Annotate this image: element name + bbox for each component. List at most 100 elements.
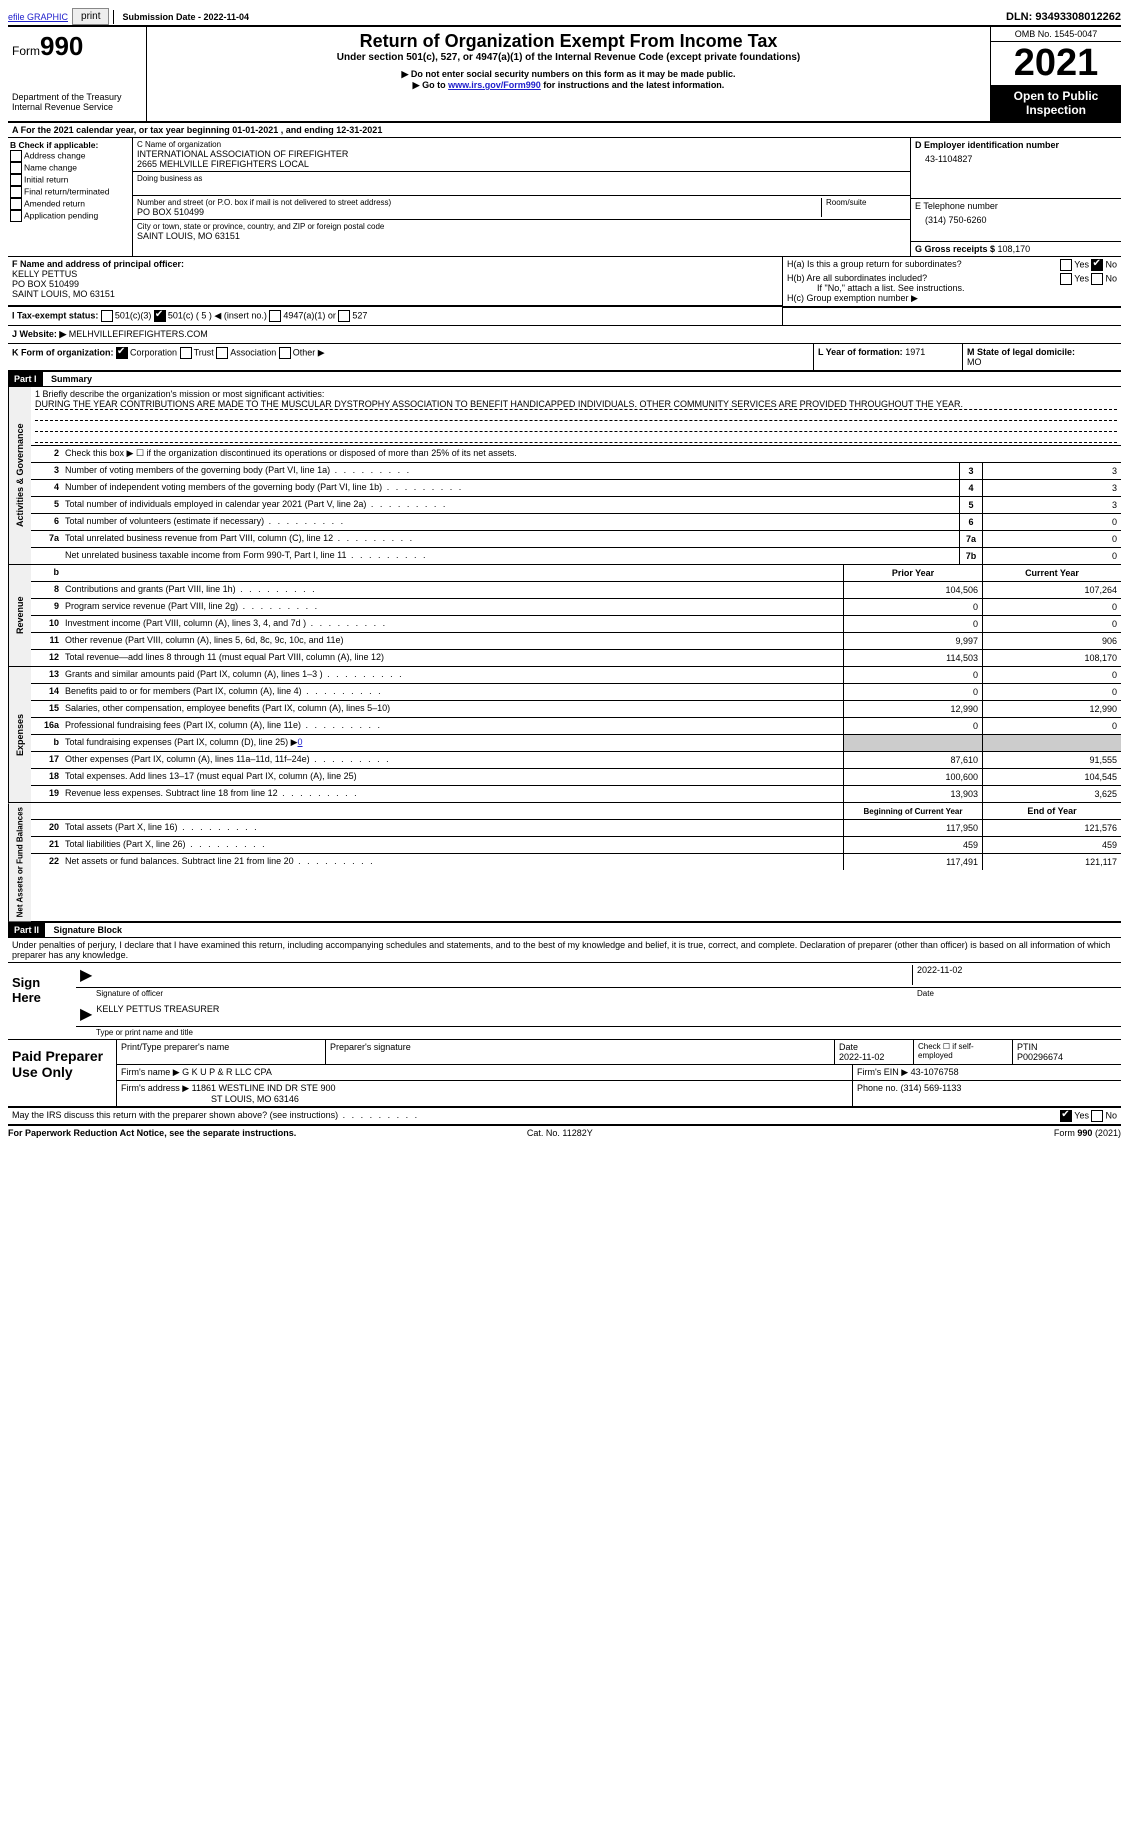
irs-link[interactable]: www.irs.gov/Form990: [448, 80, 541, 90]
checked-icon[interactable]: [1091, 259, 1103, 271]
line-20: Total assets (Part X, line 16): [63, 820, 843, 836]
val-7b: 0: [982, 548, 1121, 564]
checkbox-icon[interactable]: [1091, 273, 1103, 285]
amended-label: Amended return: [24, 198, 85, 208]
cur-16a: 0: [982, 718, 1121, 734]
room-label: Room/suite: [826, 198, 906, 207]
section-fh: F Name and address of principal officer:…: [8, 257, 1121, 307]
checkbox-icon[interactable]: [216, 347, 228, 359]
gross-receipts: 108,170: [998, 244, 1031, 254]
checkbox-icon[interactable]: [180, 347, 192, 359]
part2-header-row: Part II Signature Block: [8, 923, 1121, 938]
vtab-activities: Activities & Governance: [8, 387, 31, 564]
line-16b-val[interactable]: 0: [298, 737, 303, 747]
prev-12: 114,503: [843, 650, 982, 666]
vtab-revenue: Revenue: [8, 565, 31, 666]
line-22: Net assets or fund balances. Subtract li…: [63, 854, 843, 870]
prev-13: 0: [843, 667, 982, 683]
cur-17: 91,555: [982, 752, 1121, 768]
dln-number: DLN: 93493308012262: [1006, 11, 1121, 23]
row-i: I Tax-exempt status: 501(c)(3) 501(c) ( …: [8, 307, 782, 325]
line-13: Grants and similar amounts paid (Part IX…: [63, 667, 843, 683]
hb-row: H(b) Are all subordinates included? Yes …: [787, 273, 1117, 283]
cur-18: 104,545: [982, 769, 1121, 785]
prev-16a: 0: [843, 718, 982, 734]
row-j-website: J Website: ▶ MELHVILLEFIREFIGHTERS.COM: [8, 326, 1121, 344]
cur-8: 107,264: [982, 582, 1121, 598]
cur-15: 12,990: [982, 701, 1121, 717]
checkbox-icon[interactable]: [1091, 1110, 1103, 1122]
checkbox-icon[interactable]: [10, 150, 22, 162]
form-subtitle: Under section 501(c), 527, or 4947(a)(1)…: [151, 52, 986, 63]
checkbox-icon[interactable]: [10, 162, 22, 174]
line-2: Check this box ▶ ☐ if the organization d…: [63, 446, 1121, 462]
signer-name: KELLY PETTUS TREASURER: [96, 1004, 219, 1024]
checkbox-icon[interactable]: [1060, 259, 1072, 271]
prev-18: 100,600: [843, 769, 982, 785]
app-pending-label: Application pending: [24, 210, 98, 220]
section-bcd: B Check if applicable: Address change Na…: [8, 138, 1121, 257]
form-header: Form990 Department of the Treasury Inter…: [8, 27, 1121, 123]
prev-19: 13,903: [843, 786, 982, 802]
part2-title: Signature Block: [48, 925, 123, 935]
telephone: (314) 750-6260: [915, 211, 1117, 229]
line-5: Total number of individuals employed in …: [63, 497, 959, 513]
revenue-section: Revenue bPrior YearCurrent Year 8Contrib…: [8, 565, 1121, 667]
expenses-section: Expenses 13Grants and similar amounts pa…: [8, 667, 1121, 803]
officer-addr: PO BOX 510499: [12, 279, 79, 289]
checkbox-icon[interactable]: [101, 310, 113, 322]
line-15: Salaries, other compensation, employee b…: [63, 701, 843, 717]
line-12: Total revenue—add lines 8 through 11 (mu…: [63, 650, 843, 666]
checked-icon[interactable]: [1060, 1110, 1072, 1122]
page-footer: For Paperwork Reduction Act Notice, see …: [8, 1126, 1121, 1140]
checkbox-icon[interactable]: [10, 186, 22, 198]
current-year-hdr: Current Year: [982, 565, 1121, 581]
org-name-label: C Name of organization: [137, 140, 906, 149]
prev-9: 0: [843, 599, 982, 615]
pra-notice: For Paperwork Reduction Act Notice, see …: [8, 1128, 296, 1138]
checked-icon[interactable]: [116, 347, 128, 359]
cur-21: 459: [982, 837, 1121, 853]
line-11: Other revenue (Part VIII, column (A), li…: [63, 633, 843, 649]
submission-date: Submission Date - 2022-11-04: [113, 10, 257, 24]
officer-label: F Name and address of principal officer:: [12, 259, 184, 269]
cur-10: 0: [982, 616, 1121, 632]
cur-19: 3,625: [982, 786, 1121, 802]
cur-20: 121,576: [982, 820, 1121, 836]
val-7a: 0: [982, 531, 1121, 547]
part1-badge: Part I: [8, 372, 43, 386]
print-button[interactable]: print: [72, 8, 109, 25]
cur-13: 0: [982, 667, 1121, 683]
prep-date: 2022-11-02: [839, 1052, 884, 1062]
prev-14: 0: [843, 684, 982, 700]
checkbox-icon[interactable]: [1060, 273, 1072, 285]
firm-ein: 43-1076758: [911, 1067, 959, 1077]
org-name: INTERNATIONAL ASSOCIATION OF FIREFIGHTER: [137, 149, 906, 159]
checkbox-icon[interactable]: [10, 198, 22, 210]
activities-section: Activities & Governance 1 Briefly descri…: [8, 387, 1121, 565]
line-7b: Net unrelated business taxable income fr…: [63, 548, 959, 564]
firm-addr2: ST LOUIS, MO 63146: [121, 1094, 299, 1104]
val-5: 3: [982, 497, 1121, 513]
line-19: Revenue less expenses. Subtract line 18 …: [63, 786, 843, 802]
mission-text: DURING THE YEAR CONTRIBUTIONS ARE MADE T…: [35, 399, 1117, 410]
firm-name: G K U P & R LLC CPA: [182, 1067, 272, 1077]
efile-link[interactable]: efile GRAPHIC: [8, 12, 68, 22]
org-name-2: 2665 MEHLVILLE FIREFIGHTERS LOCAL: [137, 159, 906, 169]
checkbox-icon[interactable]: [338, 310, 350, 322]
part2-badge: Part II: [8, 923, 45, 937]
checkbox-icon[interactable]: [279, 347, 291, 359]
checkbox-icon[interactable]: [10, 210, 22, 222]
form-footer: Form 990 (2021): [1054, 1128, 1121, 1138]
checkbox-icon[interactable]: [269, 310, 281, 322]
checked-icon[interactable]: [154, 310, 166, 322]
line-18: Total expenses. Add lines 13–17 (must eq…: [63, 769, 843, 785]
ha-row: H(a) Is this a group return for subordin…: [787, 259, 1117, 269]
addr-label: Number and street (or P.O. box if mail i…: [137, 198, 821, 207]
checkbox-icon[interactable]: [10, 174, 22, 186]
tax-year: 2021: [991, 41, 1121, 85]
briefly-label: 1 Briefly describe the organization's mi…: [35, 389, 1117, 399]
ptin-label: PTIN: [1017, 1042, 1117, 1052]
gross-label: G Gross receipts $: [915, 244, 998, 254]
part1-header-row: Part I Summary: [8, 372, 1121, 387]
